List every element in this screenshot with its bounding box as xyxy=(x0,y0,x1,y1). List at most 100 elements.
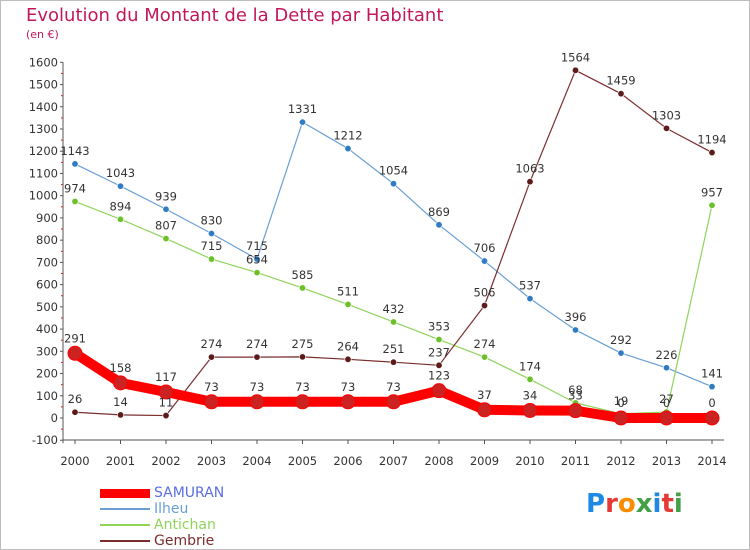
data-label-gembrie: 274 xyxy=(201,337,223,351)
data-point-antichan xyxy=(208,255,216,263)
data-label-samuran: 0 xyxy=(663,396,670,410)
logo-letter: r xyxy=(605,489,618,519)
data-point-samuran xyxy=(295,394,310,410)
legend-item-samuran: SAMURAN xyxy=(100,485,224,501)
data-label-gembrie: 1194 xyxy=(697,133,726,147)
data-point-ilheu xyxy=(662,364,670,372)
data-label-ilheu: 1331 xyxy=(288,102,317,116)
data-point-antichan xyxy=(71,197,79,205)
data-label-antichan: 19 xyxy=(614,394,629,408)
data-label-gembrie: 251 xyxy=(383,342,405,356)
data-point-ilheu xyxy=(617,349,625,357)
data-point-gembrie xyxy=(117,411,125,419)
y-tick-label: 1000 xyxy=(29,189,58,203)
chart-title: Evolution du Montant de la Dette par Hab… xyxy=(26,5,444,26)
data-label-ilheu: 141 xyxy=(701,367,723,381)
legend-swatch xyxy=(100,508,150,510)
x-tick-label: 2006 xyxy=(333,454,362,468)
data-label-ilheu: 396 xyxy=(565,310,587,324)
data-label-ilheu: 830 xyxy=(201,213,223,227)
data-label-ilheu: 939 xyxy=(155,189,177,203)
data-point-ilheu xyxy=(208,229,216,237)
data-point-gembrie xyxy=(617,90,625,98)
x-tick-label: 2010 xyxy=(515,454,544,468)
data-label-antichan: 353 xyxy=(428,320,450,334)
data-point-samuran xyxy=(340,394,356,410)
data-label-antichan: 894 xyxy=(110,199,132,213)
data-point-samuran xyxy=(659,410,674,426)
data-label-ilheu: 292 xyxy=(610,333,632,347)
data-label-gembrie: 1564 xyxy=(561,50,590,64)
data-label-antichan: 174 xyxy=(519,359,541,373)
data-point-gembrie xyxy=(162,412,170,420)
data-label-samuran: 73 xyxy=(341,380,356,394)
data-point-samuran xyxy=(386,394,401,410)
y-tick-label: 1400 xyxy=(29,100,58,114)
x-tick-label: 2007 xyxy=(379,454,408,468)
data-label-samuran: 123 xyxy=(428,369,450,383)
logo-letter: P xyxy=(586,489,606,519)
data-point-samuran xyxy=(477,402,492,418)
data-label-antichan: 974 xyxy=(64,181,86,195)
data-point-gembrie xyxy=(71,408,79,416)
x-tick-label: 2001 xyxy=(106,454,135,468)
data-point-gembrie xyxy=(344,355,352,363)
x-tick-label: 2012 xyxy=(606,454,635,468)
x-tick-label: 2004 xyxy=(242,454,271,468)
data-label-samuran: 73 xyxy=(250,380,265,394)
data-point-ilheu xyxy=(571,326,579,334)
data-point-ilheu xyxy=(708,383,716,391)
legend-label: Gembrie xyxy=(154,533,215,549)
data-label-ilheu: 869 xyxy=(428,205,450,219)
data-point-antichan xyxy=(162,235,170,243)
data-point-samuran xyxy=(158,384,174,400)
data-label-samuran: 37 xyxy=(477,388,492,402)
data-point-samuran xyxy=(67,345,83,361)
data-point-antichan xyxy=(389,318,397,326)
data-point-gembrie xyxy=(298,353,306,361)
data-label-antichan: 68 xyxy=(568,383,583,397)
data-label-gembrie: 1063 xyxy=(515,162,544,176)
data-label-gembrie: 14 xyxy=(113,395,128,409)
y-tick-label: 800 xyxy=(36,233,58,247)
y-tick-label: 300 xyxy=(36,344,58,358)
data-point-ilheu xyxy=(344,145,352,153)
y-tick-label: 1600 xyxy=(29,55,58,69)
data-label-samuran: 34 xyxy=(523,388,538,402)
data-point-samuran xyxy=(704,410,720,426)
data-label-samuran: 117 xyxy=(155,370,177,384)
x-tick-label: 2013 xyxy=(652,454,681,468)
data-label-antichan: 654 xyxy=(246,253,268,267)
data-point-ilheu xyxy=(71,160,79,168)
y-tick-label: 600 xyxy=(36,278,58,292)
data-label-samuran: 73 xyxy=(204,380,219,394)
y-tick-label: 900 xyxy=(36,211,58,225)
data-point-antichan xyxy=(480,353,488,361)
data-point-ilheu xyxy=(162,205,170,213)
data-label-gembrie: 26 xyxy=(68,392,83,406)
data-label-samuran: 291 xyxy=(64,331,86,345)
data-point-gembrie xyxy=(571,66,579,74)
data-label-ilheu: 537 xyxy=(519,279,541,293)
data-label-gembrie: 275 xyxy=(292,337,314,351)
logo-letter: o xyxy=(617,489,636,519)
legend-item-gembrie: Gembrie xyxy=(100,533,224,549)
data-label-antichan: 715 xyxy=(201,239,223,253)
data-label-antichan: 957 xyxy=(701,185,723,199)
data-point-antichan xyxy=(708,201,716,209)
data-label-samuran: 73 xyxy=(386,380,401,394)
y-tick-label: 200 xyxy=(36,367,58,381)
x-tick-label: 2005 xyxy=(288,454,317,468)
data-point-antichan xyxy=(526,375,534,383)
legend-swatch xyxy=(100,524,150,526)
y-tick-label: 500 xyxy=(36,300,58,314)
data-label-ilheu: 1054 xyxy=(379,164,408,178)
legend-item-antichan: Antichan xyxy=(100,517,224,533)
data-point-samuran xyxy=(249,394,265,410)
data-label-samuran: 73 xyxy=(295,380,310,394)
data-point-samuran xyxy=(522,402,538,418)
logo-letter: i xyxy=(652,489,662,519)
y-tick-label: 0 xyxy=(51,411,58,425)
